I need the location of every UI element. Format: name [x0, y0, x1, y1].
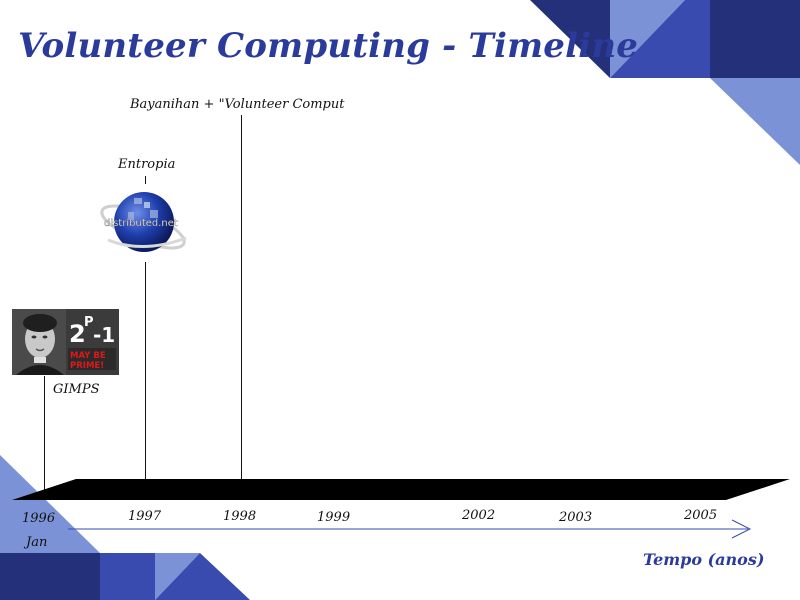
year-label-1996: 1996: [22, 511, 56, 526]
svg-text:MAY BE: MAY BE: [70, 351, 106, 361]
year-label-1998: 1998: [223, 509, 257, 524]
marker-line-entropia-top: [145, 176, 146, 184]
slide-title: Volunteer Computing - Timeline: [18, 26, 639, 66]
svg-text:distributed.net: distributed.net: [104, 218, 178, 229]
year-label-1997: 1997: [128, 509, 162, 524]
time-axis-arrow: [68, 519, 752, 539]
svg-text:-1: -1: [93, 323, 115, 347]
distributed-net-globe-icon: distributed.net: [100, 192, 187, 252]
mersenne-portrait-icon: [12, 309, 66, 375]
year-label-1996-month: Jan: [26, 535, 48, 550]
event-label-bayanihan: Bayanihan + "Volunteer Computer: [130, 97, 345, 112]
year-label-1999: 1999: [317, 510, 351, 525]
axis-caption: Tempo (anos): [643, 550, 765, 569]
marker-line-entropia: [145, 262, 146, 482]
timeline-bar: [12, 479, 790, 500]
event-label-entropia: Entropia: [118, 157, 176, 172]
year-label-2002: 2002: [462, 508, 496, 523]
top-right-decoration: [530, 0, 800, 165]
mersenne-formula-icon: 2 P -1 MAY BE PRIME!: [66, 309, 119, 375]
svg-text:P: P: [84, 315, 94, 330]
event-label-gimps: GIMPS: [53, 382, 100, 397]
gimps-logo: 2 P -1 MAY BE PRIME!: [12, 309, 119, 375]
year-label-2005: 2005: [684, 508, 718, 523]
marker-line-bayanihan: [241, 115, 242, 482]
svg-text:2: 2: [69, 320, 86, 348]
svg-text:PRIME!: PRIME!: [70, 361, 104, 371]
year-label-2003: 2003: [559, 510, 593, 525]
marker-line-gimps: [44, 376, 45, 490]
